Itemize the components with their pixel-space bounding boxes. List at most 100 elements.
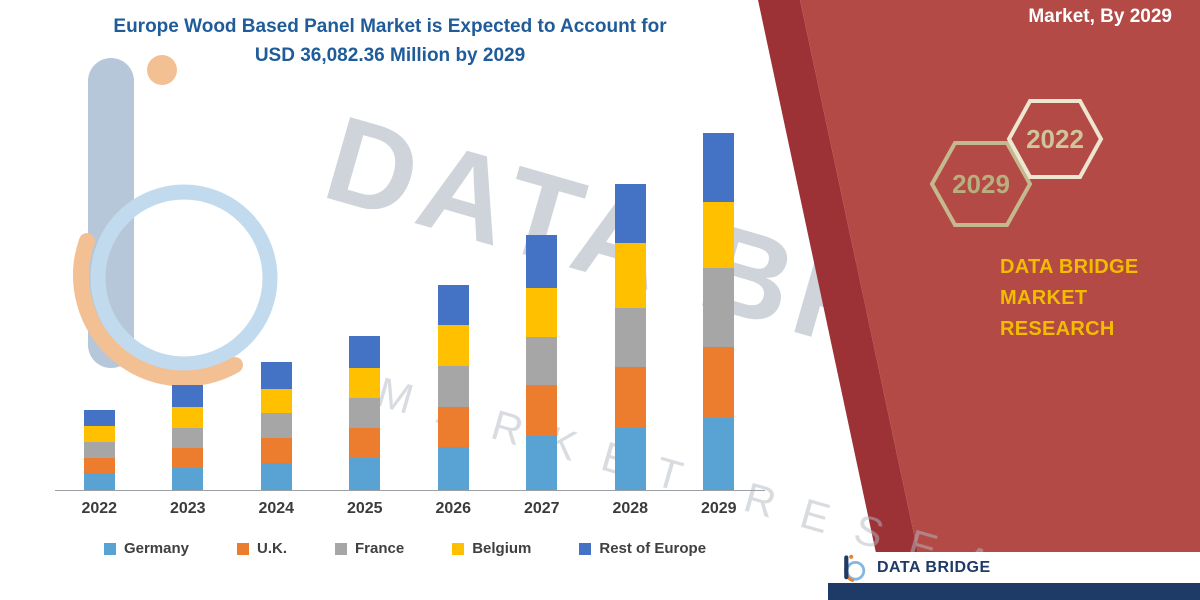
bar-segment-2022-belgium	[83, 426, 115, 442]
bar-segment-2026-rest-of-europe	[437, 285, 469, 326]
legend-swatch-icon	[579, 542, 592, 555]
x-axis-label-2026: 2026	[435, 500, 472, 517]
bar-column-2029	[675, 133, 764, 490]
bar-segment-2024-u-k-	[260, 438, 292, 463]
bar-column-2024	[232, 133, 321, 490]
legend-item-rest-of-europe: Rest of Europe	[579, 540, 706, 557]
bar-segment-2028-france	[614, 308, 646, 368]
stacked-bar-2024	[260, 362, 292, 490]
bar-segment-2026-belgium	[437, 325, 469, 367]
x-axis-line	[55, 490, 765, 491]
x-axis-label-2028: 2028	[612, 500, 649, 517]
footer-navy-bar	[828, 583, 1200, 600]
bar-segment-2028-u-k-	[614, 367, 646, 428]
stacked-bar-2025	[349, 336, 381, 490]
bar-segment-2023-rest-of-europe	[172, 384, 204, 407]
bar-segment-2028-germany	[614, 428, 646, 490]
x-axis-label-2025: 2025	[346, 500, 383, 517]
bar-segment-2023-belgium	[172, 406, 204, 428]
bar-segment-2024-france	[260, 413, 292, 438]
x-axis-label-2024: 2024	[258, 500, 295, 517]
bar-segment-2027-u-k-	[526, 385, 558, 437]
legend-label: Belgium	[472, 540, 532, 557]
panel-heading: Europe Wood Based Panel Market, By 2029	[931, 0, 1172, 31]
bar-segment-2023-germany	[172, 467, 204, 490]
stacked-bar-2022	[83, 410, 115, 490]
bar-segment-2027-belgium	[526, 288, 558, 338]
bar-column-2027	[498, 133, 587, 490]
chart-title: Europe Wood Based Panel Market is Expect…	[30, 12, 750, 71]
stacked-bar-chart	[55, 133, 763, 490]
bar-column-2026	[409, 133, 498, 490]
legend-swatch-icon	[236, 542, 249, 555]
bar-segment-2027-germany	[526, 436, 558, 490]
hexagon-2029: 2029	[929, 141, 1033, 227]
footer-brand-text: DATA BRIDGE	[877, 558, 991, 576]
legend-swatch-icon	[334, 542, 347, 555]
legend-label: Germany	[123, 540, 189, 557]
bar-segment-2027-france	[526, 337, 558, 386]
bar-segment-2024-germany	[260, 463, 292, 490]
chart-legend: Germany U.K. France Belgium Rest of Europe	[45, 540, 765, 557]
bar-segment-2022-germany	[83, 473, 115, 490]
x-axis-label-2022: 2022	[81, 500, 118, 517]
bar-segment-2029-rest-of-europe	[703, 133, 735, 203]
bar-segment-2026-germany	[437, 447, 469, 490]
bar-segment-2025-u-k-	[349, 428, 381, 458]
bar-segment-2026-u-k-	[437, 407, 469, 448]
bar-segment-2025-belgium	[349, 368, 381, 398]
legend-label: France	[354, 540, 405, 557]
x-axis-labels: 2022 2023 2024 2025 2026 2027 2028 2029	[55, 500, 763, 518]
bar-segment-2022-rest-of-europe	[83, 410, 115, 426]
bar-column-2023	[144, 133, 233, 490]
hexagon-2029-label: 2029	[952, 169, 1010, 199]
bar-segment-2025-rest-of-europe	[349, 336, 381, 368]
bar-column-2025	[321, 133, 410, 490]
stacked-bar-2023	[172, 384, 204, 490]
bar-segment-2028-rest-of-europe	[614, 184, 646, 244]
chart-title-line2: USD 36,082.36 Million by 2029	[254, 45, 526, 67]
hexagon-2022: 2022	[1006, 99, 1104, 179]
legend-swatch-icon	[103, 542, 116, 555]
x-axis-label-2023: 2023	[169, 500, 206, 517]
bar-segment-2024-rest-of-europe	[260, 362, 292, 389]
panel-brand-line1: DATA BRIDGE MARKET	[1000, 256, 1139, 309]
bar-segment-2029-germany	[703, 417, 735, 490]
panel-heading-line2: Market, By 2029	[1028, 5, 1172, 27]
footer-logo-lockup: DATA BRIDGE	[828, 552, 1200, 600]
bar-segment-2025-france	[349, 398, 381, 428]
bar-segment-2026-france	[437, 366, 469, 408]
databridge-logo-icon	[844, 554, 866, 582]
databridge-logo-watermark-icon	[44, 46, 284, 401]
legend-item-belgium: Belgium	[452, 540, 531, 557]
bar-column-2022	[55, 133, 144, 490]
bar-segment-2023-u-k-	[172, 447, 204, 468]
legend-item-germany: Germany	[103, 540, 189, 557]
bar-segment-2024-belgium	[260, 389, 292, 413]
legend-label: U.K.	[256, 540, 287, 557]
stacked-bar-2029	[703, 133, 735, 490]
legend-swatch-icon	[452, 542, 465, 555]
legend-item-france: France	[334, 540, 405, 557]
bar-segment-2022-france	[83, 442, 115, 458]
chart-title-line1: Europe Wood Based Panel Market is Expect…	[113, 16, 667, 37]
bar-segment-2023-france	[172, 427, 204, 448]
bar-segment-2029-u-k-	[703, 346, 735, 418]
hexagon-2022-label: 2022	[1026, 124, 1084, 154]
footer-white-strip: DATA BRIDGE	[828, 552, 1200, 583]
panel-brand-text: DATA BRIDGE MARKET RESEARCH	[1000, 252, 1200, 345]
stacked-bar-2028	[614, 184, 646, 490]
bar-segment-2022-u-k-	[83, 458, 115, 473]
legend-item-u-k-: U.K.	[236, 540, 287, 557]
legend-label: Rest of Europe	[599, 540, 707, 557]
bar-segment-2029-france	[703, 267, 735, 347]
bar-segment-2029-belgium	[703, 202, 735, 268]
bar-segment-2025-germany	[349, 458, 381, 490]
x-axis-label-2029: 2029	[700, 500, 737, 517]
stacked-bar-2027	[526, 235, 558, 490]
bar-segment-2028-belgium	[614, 243, 646, 309]
x-axis-label-2027: 2027	[523, 500, 560, 517]
bar-segment-2027-rest-of-europe	[526, 235, 558, 289]
bar-column-2028	[586, 133, 675, 490]
